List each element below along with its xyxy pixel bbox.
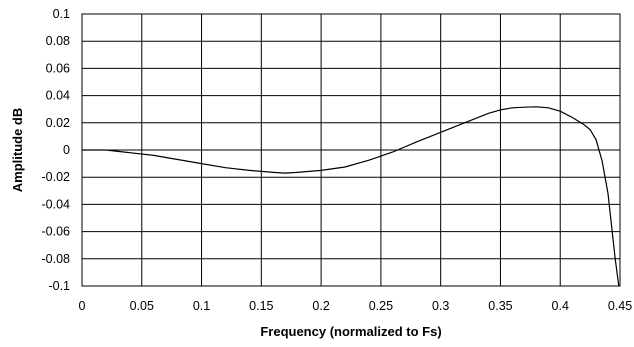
x-axis-title: Frequency (normalized to Fs) xyxy=(260,324,441,339)
y-tick-label: 0.02 xyxy=(46,116,70,130)
y-tick-label: 0.08 xyxy=(46,34,70,48)
y-tick-label: -0.1 xyxy=(48,279,70,293)
y-tick-label: 0 xyxy=(63,143,70,157)
x-tick-label: 0.3 xyxy=(432,299,449,313)
x-tick-label: 0.4 xyxy=(552,299,569,313)
series-line xyxy=(82,106,620,287)
y-axis-title: Amplitude dB xyxy=(10,108,25,193)
x-tick-label: 0 xyxy=(79,299,86,313)
y-tick-label: -0.08 xyxy=(42,252,71,266)
x-tick-label: 0.15 xyxy=(249,299,273,313)
plot-frame xyxy=(81,13,621,287)
x-tick-labels: 0 0.05 0.1 0.15 0.2 0.25 0.3 0.35 0.4 0.45 xyxy=(79,299,633,313)
y-tick-label: -0.02 xyxy=(42,170,71,184)
y-tick-labels: -0.1 -0.08 -0.06 -0.04 -0.02 0 0.02 0.04 0.06 0.0… xyxy=(42,7,71,293)
y-tick-label: 0.06 xyxy=(46,61,70,75)
x-tick-label: 0.25 xyxy=(369,299,393,313)
y-tick-label: -0.04 xyxy=(42,197,71,211)
y-tick-label: 0.04 xyxy=(46,89,70,103)
x-tick-label: 0.45 xyxy=(608,299,632,313)
x-tick-label: 0.05 xyxy=(130,299,154,313)
y-tick-label: 0.1 xyxy=(53,7,70,21)
x-tick-label: 0.35 xyxy=(488,299,512,313)
x-tick-label: 0.2 xyxy=(312,299,329,313)
y-tick-label: -0.06 xyxy=(42,225,71,239)
x-tick-label: 0.1 xyxy=(193,299,210,313)
